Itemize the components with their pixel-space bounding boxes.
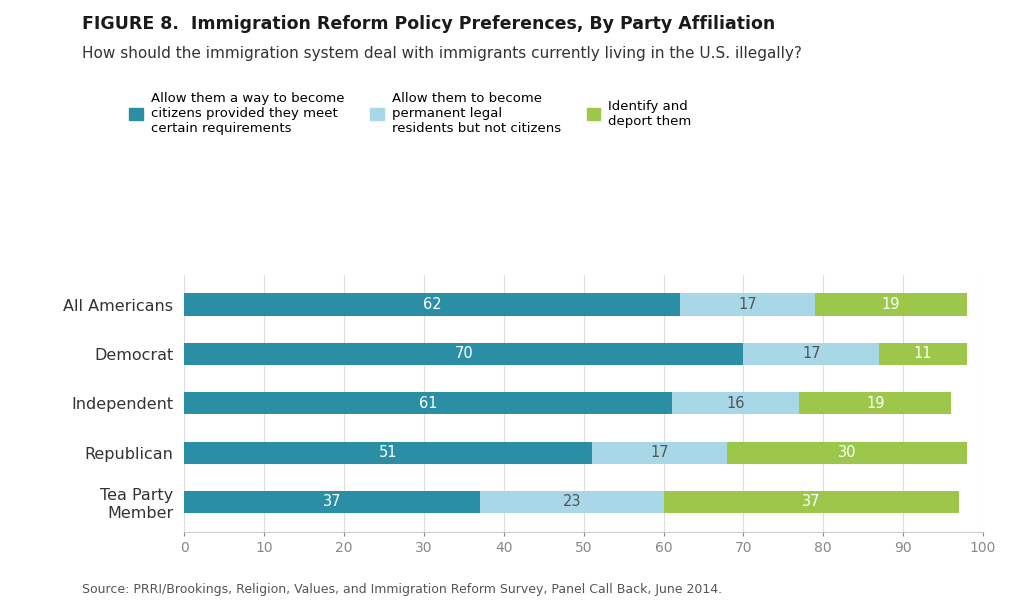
Text: FIGURE 8.  Immigration Reform Policy Preferences, By Party Affiliation: FIGURE 8. Immigration Reform Policy Pref… (82, 15, 775, 33)
Bar (592, 442, 727, 464)
Text: 19: 19 (882, 297, 900, 312)
Bar (727, 442, 967, 464)
Text: 70: 70 (455, 346, 473, 362)
Bar (664, 491, 959, 513)
Text: 16: 16 (726, 396, 744, 411)
Text: 19: 19 (866, 396, 885, 411)
Bar (880, 343, 967, 365)
Bar (184, 442, 592, 464)
Text: 37: 37 (323, 494, 341, 510)
Text: 17: 17 (738, 297, 757, 312)
Text: 17: 17 (650, 445, 669, 460)
Bar (480, 491, 664, 513)
Text: 11: 11 (913, 346, 933, 362)
Text: 17: 17 (802, 346, 820, 362)
Bar (743, 343, 880, 365)
Bar (680, 293, 815, 316)
Bar (800, 392, 951, 414)
Text: 61: 61 (419, 396, 437, 411)
Bar (672, 392, 800, 414)
Text: 51: 51 (379, 445, 397, 460)
Legend: Allow them a way to become
citizens provided they meet
certain requirements, All: Allow them a way to become citizens prov… (129, 92, 691, 135)
Bar (815, 293, 967, 316)
Text: Source: PRRI/Brookings, Religion, Values, and Immigration Reform Survey, Panel C: Source: PRRI/Brookings, Religion, Values… (82, 583, 722, 596)
Bar (184, 293, 680, 316)
Bar (184, 491, 480, 513)
Bar (184, 343, 743, 365)
Text: 30: 30 (838, 445, 856, 460)
Text: How should the immigration system deal with immigrants currently living in the U: How should the immigration system deal w… (82, 46, 802, 61)
Bar (184, 392, 672, 414)
Text: 23: 23 (562, 494, 581, 510)
Text: 62: 62 (423, 297, 441, 312)
Text: 37: 37 (802, 494, 820, 510)
